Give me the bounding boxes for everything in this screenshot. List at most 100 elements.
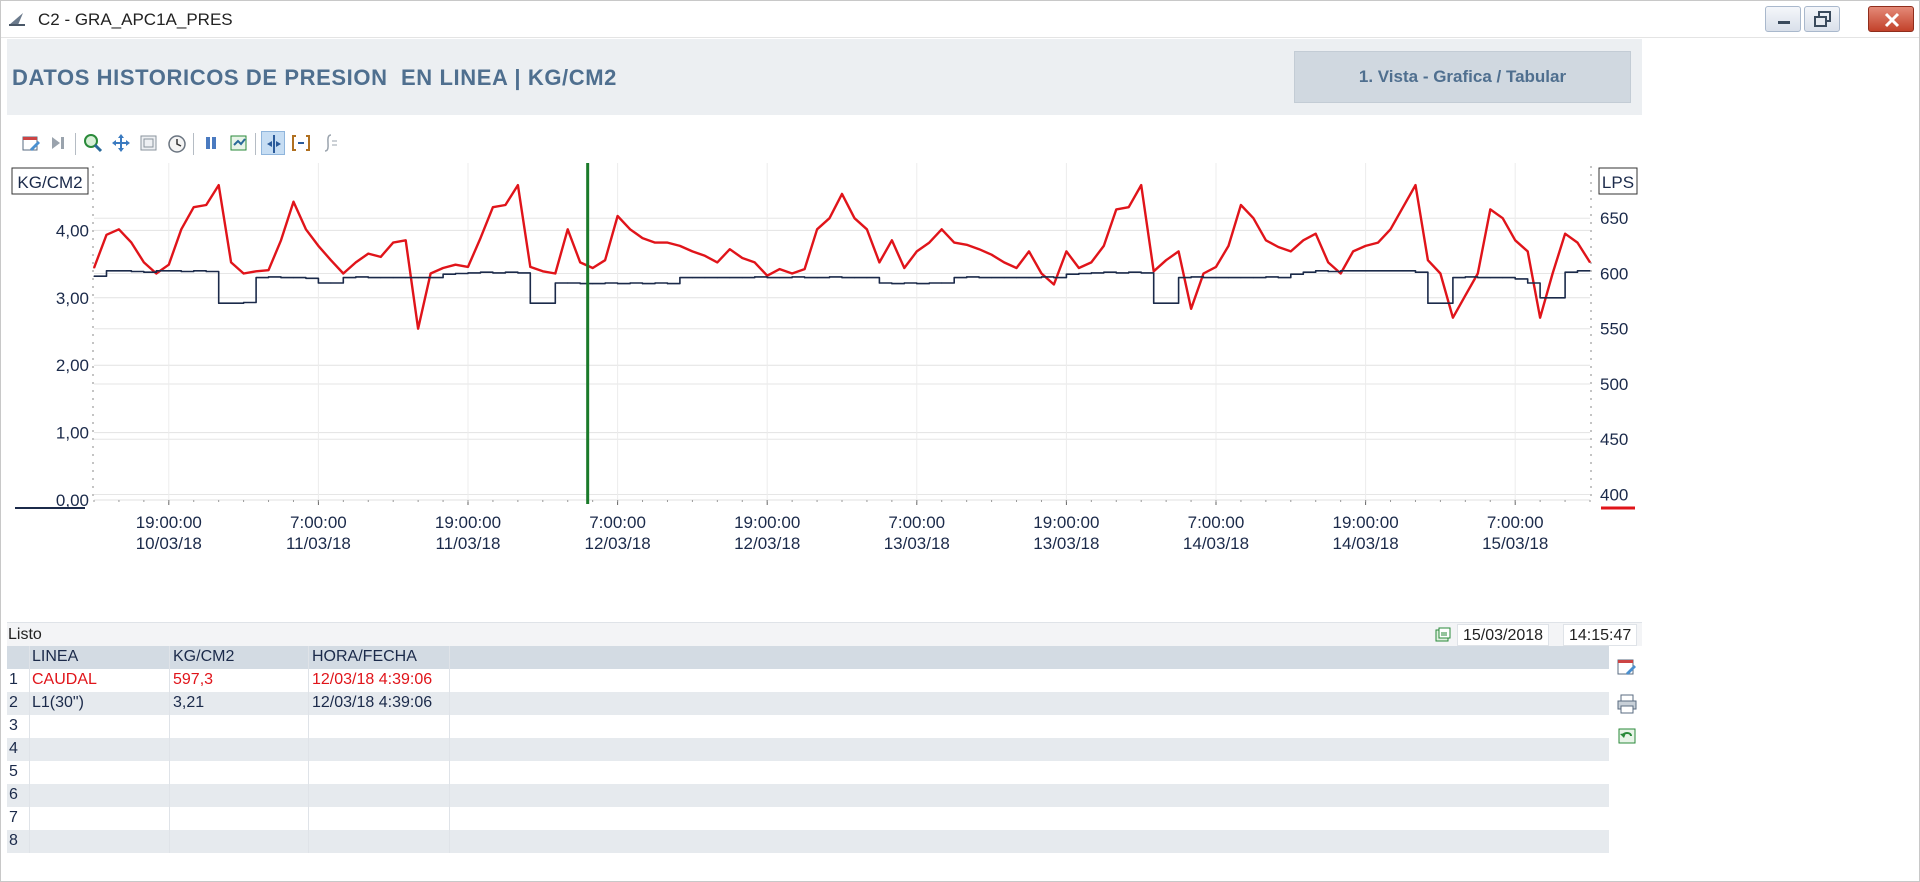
close-button[interactable] <box>1868 6 1914 32</box>
data-point <box>891 283 893 285</box>
data-point <box>1576 270 1579 272</box>
integral-icon[interactable] <box>317 131 341 155</box>
table-row[interactable]: 1 CAUDAL 597,3 12/03/18 4:39:06 <box>7 669 1609 692</box>
data-point <box>866 228 868 230</box>
data-point <box>1365 245 1367 247</box>
data-point <box>1115 208 1117 210</box>
bracket-icon[interactable] <box>289 131 313 155</box>
column-divider <box>29 761 30 784</box>
data-point <box>1365 270 1367 272</box>
data-point <box>405 239 407 241</box>
minimize-button[interactable] <box>1765 6 1801 32</box>
data-point <box>691 277 694 279</box>
table-row[interactable]: 8 <box>7 830 1609 853</box>
right-tick-label: 650 <box>1600 209 1628 228</box>
data-point <box>791 272 793 275</box>
table-row[interactable]: 4 <box>7 738 1609 761</box>
row-number: 8 <box>9 832 18 849</box>
column-divider <box>308 738 309 761</box>
column-divider <box>29 830 30 853</box>
table-row[interactable]: 5 <box>7 761 1609 784</box>
status-date: 15/03/2018 <box>1457 624 1550 646</box>
data-point <box>292 277 295 279</box>
table-row[interactable]: 7 <box>7 807 1609 830</box>
data-point <box>1576 242 1579 244</box>
data-point <box>504 204 506 206</box>
data-point <box>1190 308 1192 310</box>
x-tick-time: 19:00:00 <box>1333 513 1399 532</box>
export-icon[interactable] <box>1435 627 1451 643</box>
x-tick-date: 14/03/18 <box>1183 534 1249 553</box>
play-end-icon[interactable] <box>46 131 70 155</box>
plot-area[interactable] <box>94 163 1590 500</box>
main-content: DATOS HISTORICOS DE PRESION EN LINEA | K… <box>7 39 1642 869</box>
data-point <box>1589 261 1591 263</box>
data-point <box>180 270 182 273</box>
data-point <box>1128 206 1130 208</box>
data-point <box>1290 250 1292 252</box>
data-point <box>1564 233 1566 235</box>
restore-button[interactable] <box>1804 6 1840 32</box>
column-divider <box>169 646 170 669</box>
table-row[interactable]: 6 <box>7 784 1609 807</box>
data-point <box>542 270 544 272</box>
data-point <box>1489 208 1491 210</box>
data-point <box>1040 276 1043 278</box>
data-point <box>1327 270 1329 273</box>
pause-icon[interactable] <box>199 131 223 155</box>
data-point <box>841 277 843 279</box>
x-tick-date: 15/03/18 <box>1482 534 1548 553</box>
history-chart[interactable]: 0,00 1,00 2,00 3,00 4,00 400 450 500 550 600 650 19… <box>7 161 1642 661</box>
data-point <box>205 204 207 206</box>
data-point <box>1003 277 1005 279</box>
pan-icon[interactable] <box>109 131 133 155</box>
data-point <box>93 275 95 277</box>
status-time: 14:15:47 <box>1563 624 1638 646</box>
x-tick-time: 19:00:00 <box>1033 513 1099 532</box>
refresh-button[interactable] <box>1614 722 1640 748</box>
table-header-row: LINEA KG/CM2 HORA/FECHA <box>7 646 1609 669</box>
x-tick-time: 19:00:00 <box>136 513 202 532</box>
cell-fecha: 12/03/18 4:39:06 <box>312 671 433 688</box>
data-point <box>1215 277 1217 279</box>
data-point <box>1165 302 1167 304</box>
cursor-icon[interactable] <box>261 131 285 155</box>
view-toggle-button[interactable]: 1. Vista - Grafica / Tabular <box>1294 51 1631 103</box>
data-point <box>1202 277 1205 279</box>
sync-icon[interactable] <box>227 131 251 155</box>
x-tick-time: 19:00:00 <box>734 513 800 532</box>
data-point <box>1439 272 1441 275</box>
chart-canvas[interactable]: 0,00 1,00 2,00 3,00 4,00 400 450 500 550 600 650 19… <box>7 161 1642 631</box>
data-point <box>230 302 232 304</box>
x-tick-time: 7:00:00 <box>1188 513 1245 532</box>
calendar-edit-icon[interactable] <box>19 131 43 155</box>
column-divider <box>308 830 309 853</box>
data-point <box>1103 245 1105 247</box>
header-linea[interactable]: LINEA <box>32 648 79 665</box>
data-point <box>903 282 905 284</box>
column-divider <box>449 761 450 784</box>
data-point <box>255 277 257 279</box>
right-axis-label-box <box>1598 167 1638 195</box>
column-divider <box>169 669 170 692</box>
data-point <box>1202 272 1205 275</box>
x-tick-date: 13/03/18 <box>1033 534 1099 553</box>
column-divider <box>308 807 309 830</box>
data-point <box>804 277 806 279</box>
calendar-edit-button[interactable] <box>1614 654 1640 680</box>
clock-icon[interactable] <box>165 131 189 155</box>
print-button[interactable] <box>1614 691 1640 717</box>
row-number: 4 <box>9 740 18 757</box>
zoom-fit-icon[interactable] <box>137 131 161 155</box>
table-row[interactable]: 3 <box>7 715 1609 738</box>
column-divider <box>308 715 309 738</box>
column-divider <box>29 646 30 669</box>
header-valor[interactable]: KG/CM2 <box>173 648 235 665</box>
data-point <box>118 270 120 272</box>
header-fecha[interactable]: HORA/FECHA <box>312 648 417 665</box>
table-row[interactable]: 2 L1(30") 3,21 12/03/18 4:39:06 <box>7 692 1609 715</box>
data-point <box>554 272 556 275</box>
zoom-icon[interactable] <box>81 131 105 155</box>
data-point <box>629 228 631 230</box>
left-axis-label: KG/CM2 <box>17 173 82 192</box>
